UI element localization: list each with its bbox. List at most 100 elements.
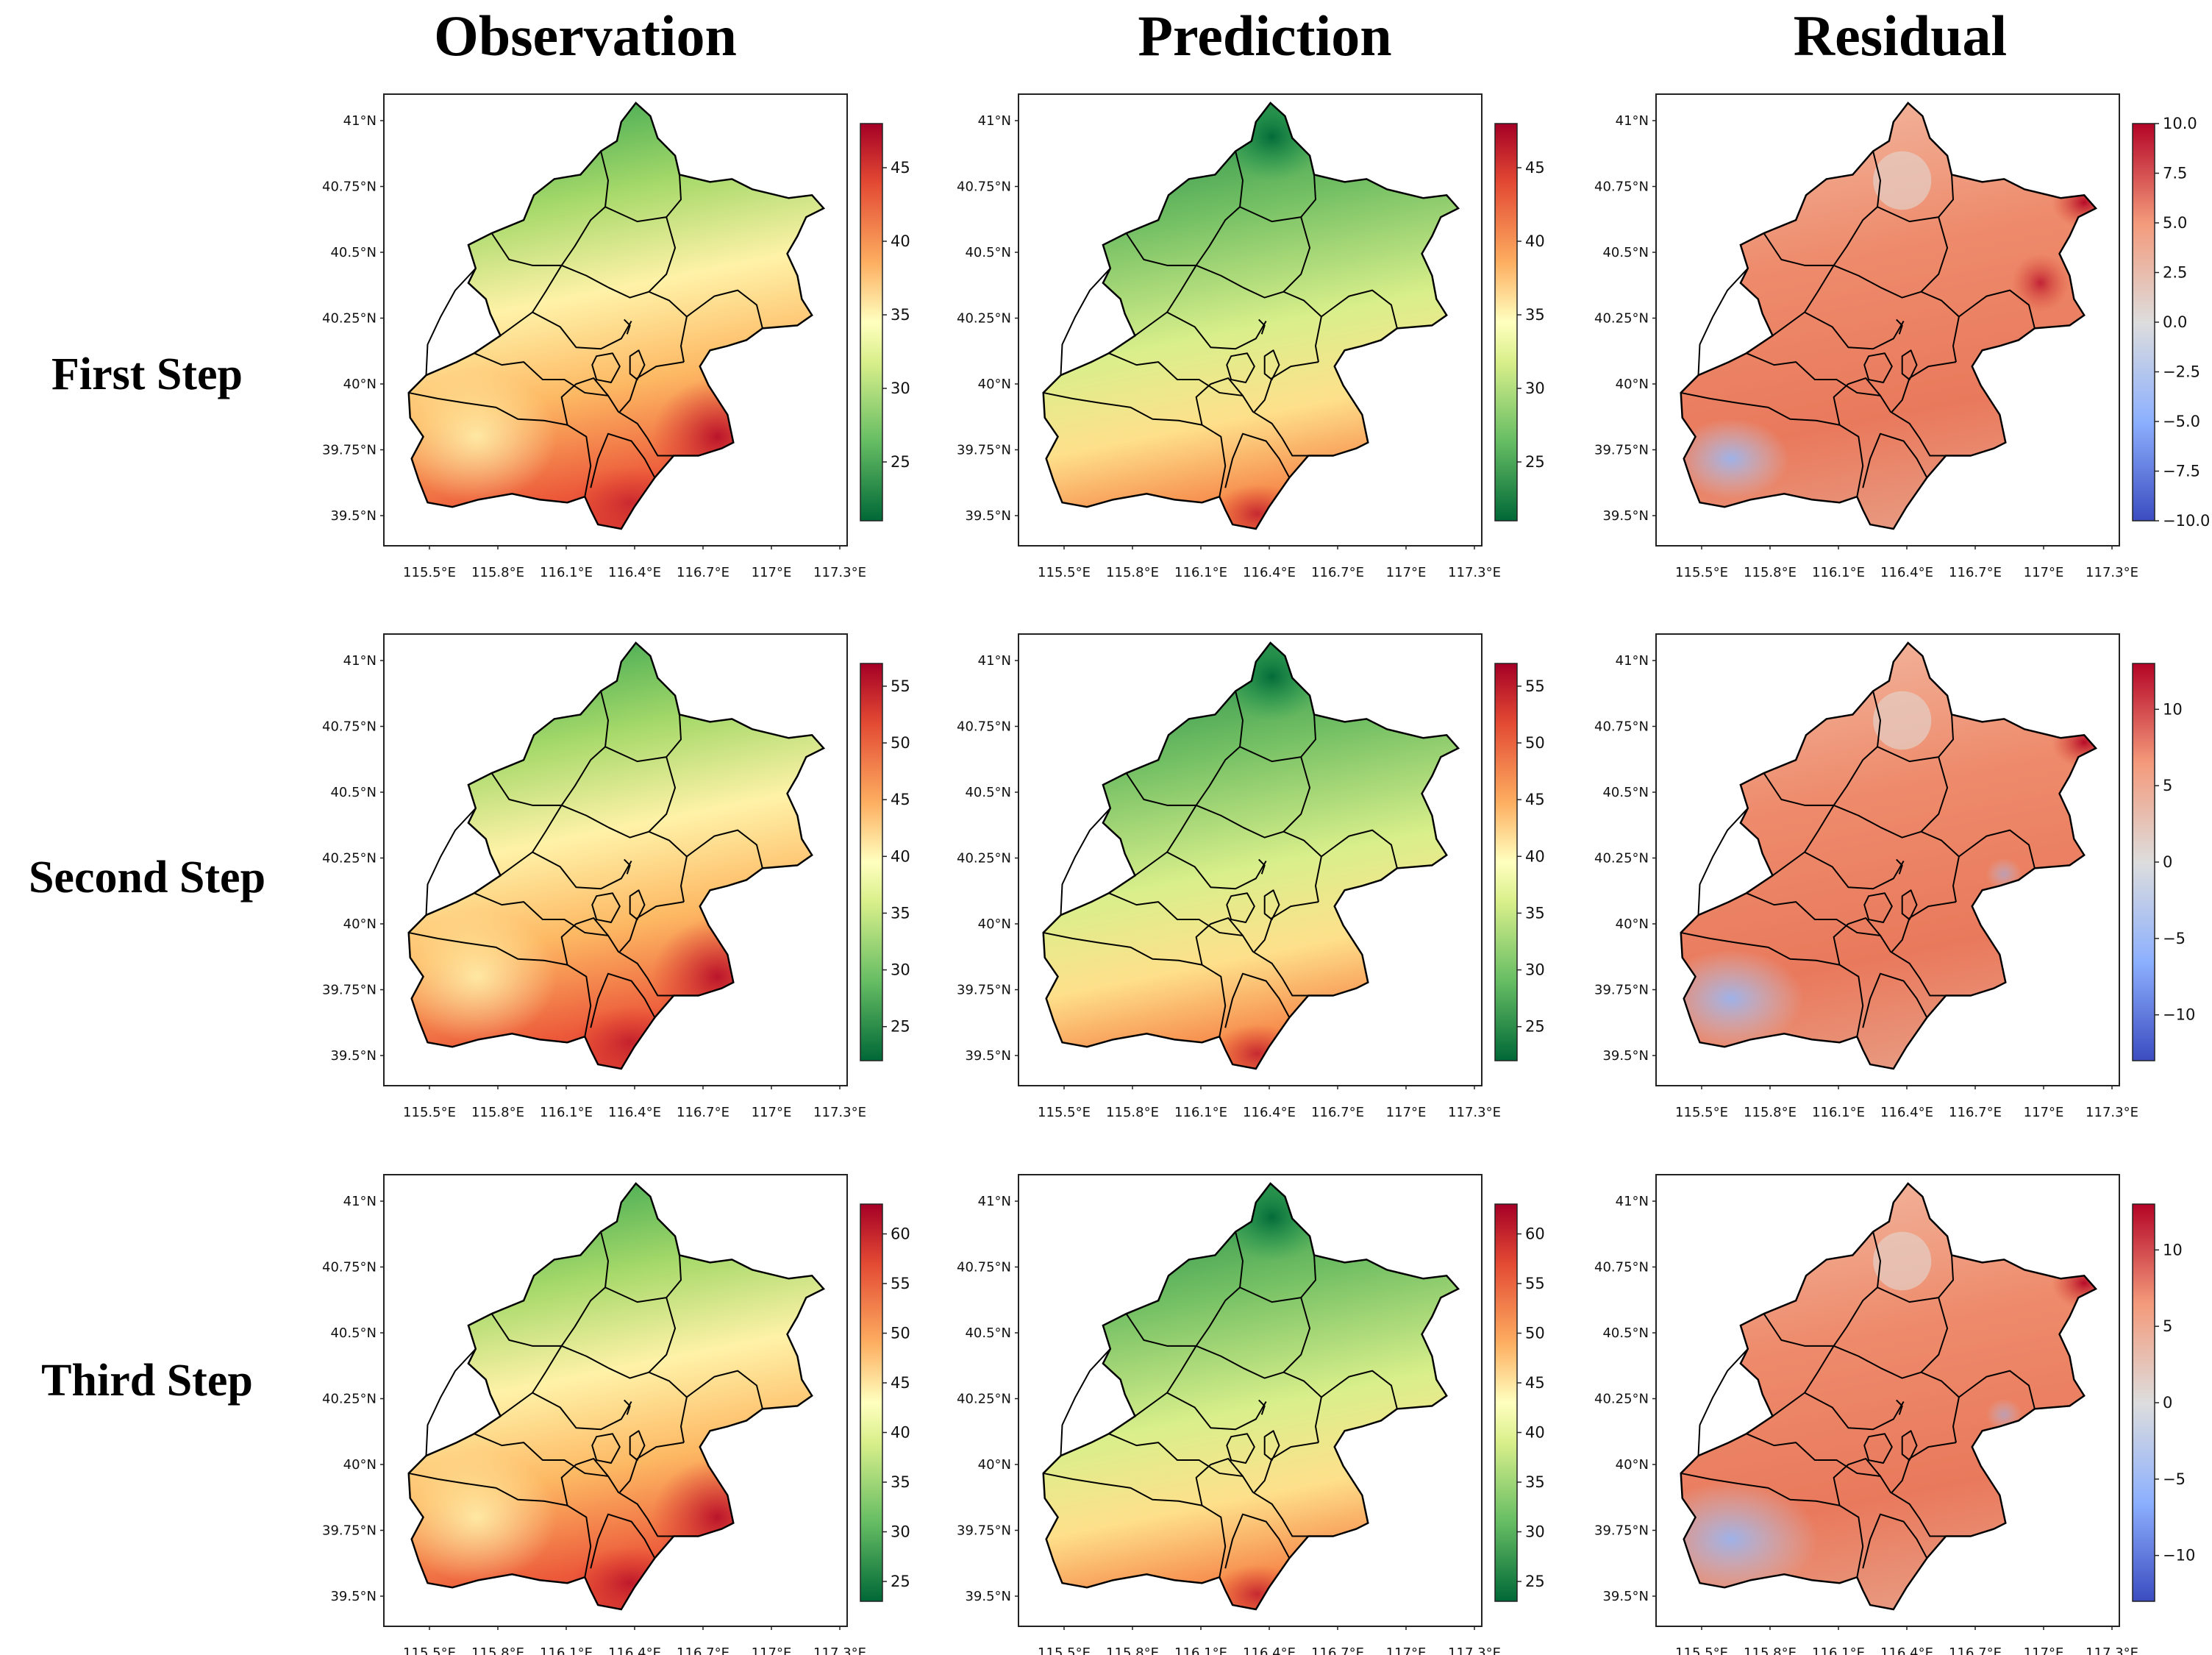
x-tick-label: 116.4°E — [608, 1105, 661, 1120]
colorbar-tick-label: 30 — [891, 380, 910, 397]
colorbar-tick-label: 5 — [2163, 777, 2172, 794]
colorbar-tick-label: 50 — [1525, 1325, 1545, 1342]
x-tick-label: 116.7°E — [677, 1645, 729, 1655]
y-tick-label: 40°N — [343, 917, 377, 932]
colorbar-tick-label: 10 — [2163, 700, 2183, 718]
y-tick-label: 39.75°N — [322, 1523, 377, 1539]
y-tick-label: 40°N — [978, 917, 1011, 932]
colorbar-tick-label: −2.5 — [2163, 363, 2200, 381]
colorbar-tick-label: −10 — [2163, 1547, 2195, 1565]
y-tick-label: 40.5°N — [965, 1325, 1011, 1341]
x-tick-label: 116.7°E — [1949, 1645, 2002, 1655]
colorbar-tick-label: 25 — [891, 1573, 910, 1590]
x-tick-label: 115.8°E — [471, 1105, 524, 1120]
y-tick-label: 39.5°N — [1602, 1589, 1649, 1604]
x-tick-label: 117°E — [752, 1645, 792, 1655]
x-tick-label: 116.1°E — [540, 565, 593, 580]
colorbar-tick-label: 50 — [891, 1325, 910, 1342]
x-tick-label: 116.7°E — [1311, 1105, 1364, 1120]
colorbar-tick-label: 50 — [891, 734, 910, 752]
panel-third-step-observation: 41°N 40.75°N 40.5°N 40.25°N 40°N 39.75°N 39.5°… — [322, 1174, 910, 1655]
y-tick-label: 39.75°N — [1594, 443, 1649, 458]
colorbar-tick-label: 35 — [1525, 904, 1545, 922]
colorbar-tick-label: 30 — [1525, 1523, 1545, 1541]
x-tick-label: 116.4°E — [1880, 1645, 1933, 1655]
x-tick-label: 115.5°E — [1038, 565, 1091, 580]
y-tick-label: 40.5°N — [965, 245, 1011, 260]
colorbar-tick-label: 30 — [891, 961, 910, 979]
y-tick-label: 40°N — [978, 1457, 1011, 1473]
y-tick-label: 41°N — [978, 1194, 1011, 1209]
row-title-second-step: Second Step — [28, 853, 266, 903]
x-tick-label: 116.1°E — [1812, 565, 1865, 580]
x-tick-label: 116.7°E — [1949, 1105, 2002, 1120]
y-tick-label: 40.75°N — [322, 719, 377, 735]
row-title-first-step: First Step — [51, 349, 243, 399]
x-tick-label: 115.5°E — [1675, 565, 1728, 580]
y-tick-label: 41°N — [343, 1194, 377, 1209]
x-tick-label: 116.1°E — [1812, 1645, 1865, 1655]
colorbar-tick-label: 40 — [891, 1424, 910, 1442]
colorbar-tick-label: 0 — [2163, 853, 2172, 871]
y-tick-label: 39.5°N — [1602, 1048, 1649, 1064]
y-tick-label: 40°N — [978, 377, 1011, 392]
colorbar-tick-label: 2.5 — [2163, 264, 2187, 282]
y-tick-label: 41°N — [1616, 1194, 1649, 1209]
colorbar-tick-label: 7.5 — [2163, 165, 2187, 182]
colorbar-tick-label: −10 — [2163, 1006, 2195, 1024]
colorbar-tick-label: 25 — [1525, 453, 1545, 471]
x-tick-label: 115.5°E — [1038, 1105, 1091, 1120]
colorbar-tick-label: −5.0 — [2163, 413, 2200, 430]
colorbar-tick-label: 45 — [891, 159, 910, 177]
colorbar — [1494, 1203, 1518, 1602]
y-tick-label: 39.75°N — [957, 1523, 1011, 1539]
x-tick-label: 116.1°E — [1174, 565, 1227, 580]
colorbar-tick-label: 55 — [1525, 677, 1545, 695]
y-tick-label: 40.75°N — [957, 719, 1011, 735]
y-tick-label: 40°N — [1616, 917, 1649, 932]
y-tick-label: 40.5°N — [1602, 245, 1649, 260]
y-tick-label: 40.5°N — [330, 785, 377, 800]
y-tick-label: 41°N — [978, 653, 1011, 669]
x-tick-label: 117.3°E — [2086, 1645, 2138, 1655]
x-tick-label: 117.3°E — [813, 1645, 866, 1655]
colorbar-tick-label: 60 — [1525, 1225, 1545, 1243]
colorbar-tick-label: 5.0 — [2163, 214, 2187, 232]
x-tick-label: 117.3°E — [1448, 1105, 1501, 1120]
panel-second-step-prediction: 41°N 40.75°N 40.5°N 40.25°N 40°N 39.75°N 39.5°… — [957, 633, 1545, 1120]
x-tick-label: 117.3°E — [2086, 1105, 2138, 1120]
y-tick-label: 40.5°N — [1602, 1325, 1649, 1341]
colorbar-tick-label: 55 — [1525, 1275, 1545, 1292]
x-tick-label: 116.4°E — [1243, 1645, 1296, 1655]
y-tick-label: 40.75°N — [1594, 179, 1649, 195]
x-tick-label: 116.4°E — [1880, 565, 1933, 580]
panel-second-step-residual: 41°N 40.75°N 40.5°N 40.25°N 40°N 39.75°N 39.5°… — [1594, 633, 2195, 1120]
y-tick-label: 40.5°N — [965, 785, 1011, 800]
y-tick-label: 39.75°N — [957, 983, 1011, 998]
x-tick-label: 115.8°E — [1106, 1645, 1159, 1655]
y-tick-label: 39.75°N — [1594, 1523, 1649, 1539]
colorbar — [860, 663, 883, 1061]
x-tick-label: 117.3°E — [1448, 1645, 1501, 1655]
y-tick-label: 40.25°N — [957, 311, 1011, 327]
colorbar-tick-label: 40 — [891, 847, 910, 865]
y-tick-label: 40°N — [343, 1457, 377, 1473]
colorbar — [1494, 663, 1518, 1061]
panel-first-step-observation: 41°N 40.75°N 40.5°N 40.25°N 40°N 39.75°N 39.5°… — [322, 93, 910, 580]
colorbar-tick-label: 35 — [1525, 306, 1545, 324]
x-tick-label: 117°E — [2024, 565, 2064, 580]
colorbar — [2132, 663, 2155, 1061]
colorbar-tick-label: 30 — [1525, 961, 1545, 979]
y-tick-label: 40.25°N — [322, 851, 377, 866]
colorbar-tick-label: 55 — [891, 1275, 910, 1292]
x-tick-label: 115.8°E — [471, 1645, 524, 1655]
colorbar-tick-label: 30 — [1525, 380, 1545, 397]
y-tick-label: 40.5°N — [330, 245, 377, 260]
colorbar-tick-label: 10 — [2163, 1241, 2183, 1259]
x-tick-label: 117.3°E — [813, 565, 866, 580]
x-tick-label: 115.8°E — [1106, 1105, 1159, 1120]
field-cool-southwest — [1680, 418, 1790, 499]
x-tick-label: 116.7°E — [677, 1105, 729, 1120]
y-tick-label: 40°N — [343, 377, 377, 392]
